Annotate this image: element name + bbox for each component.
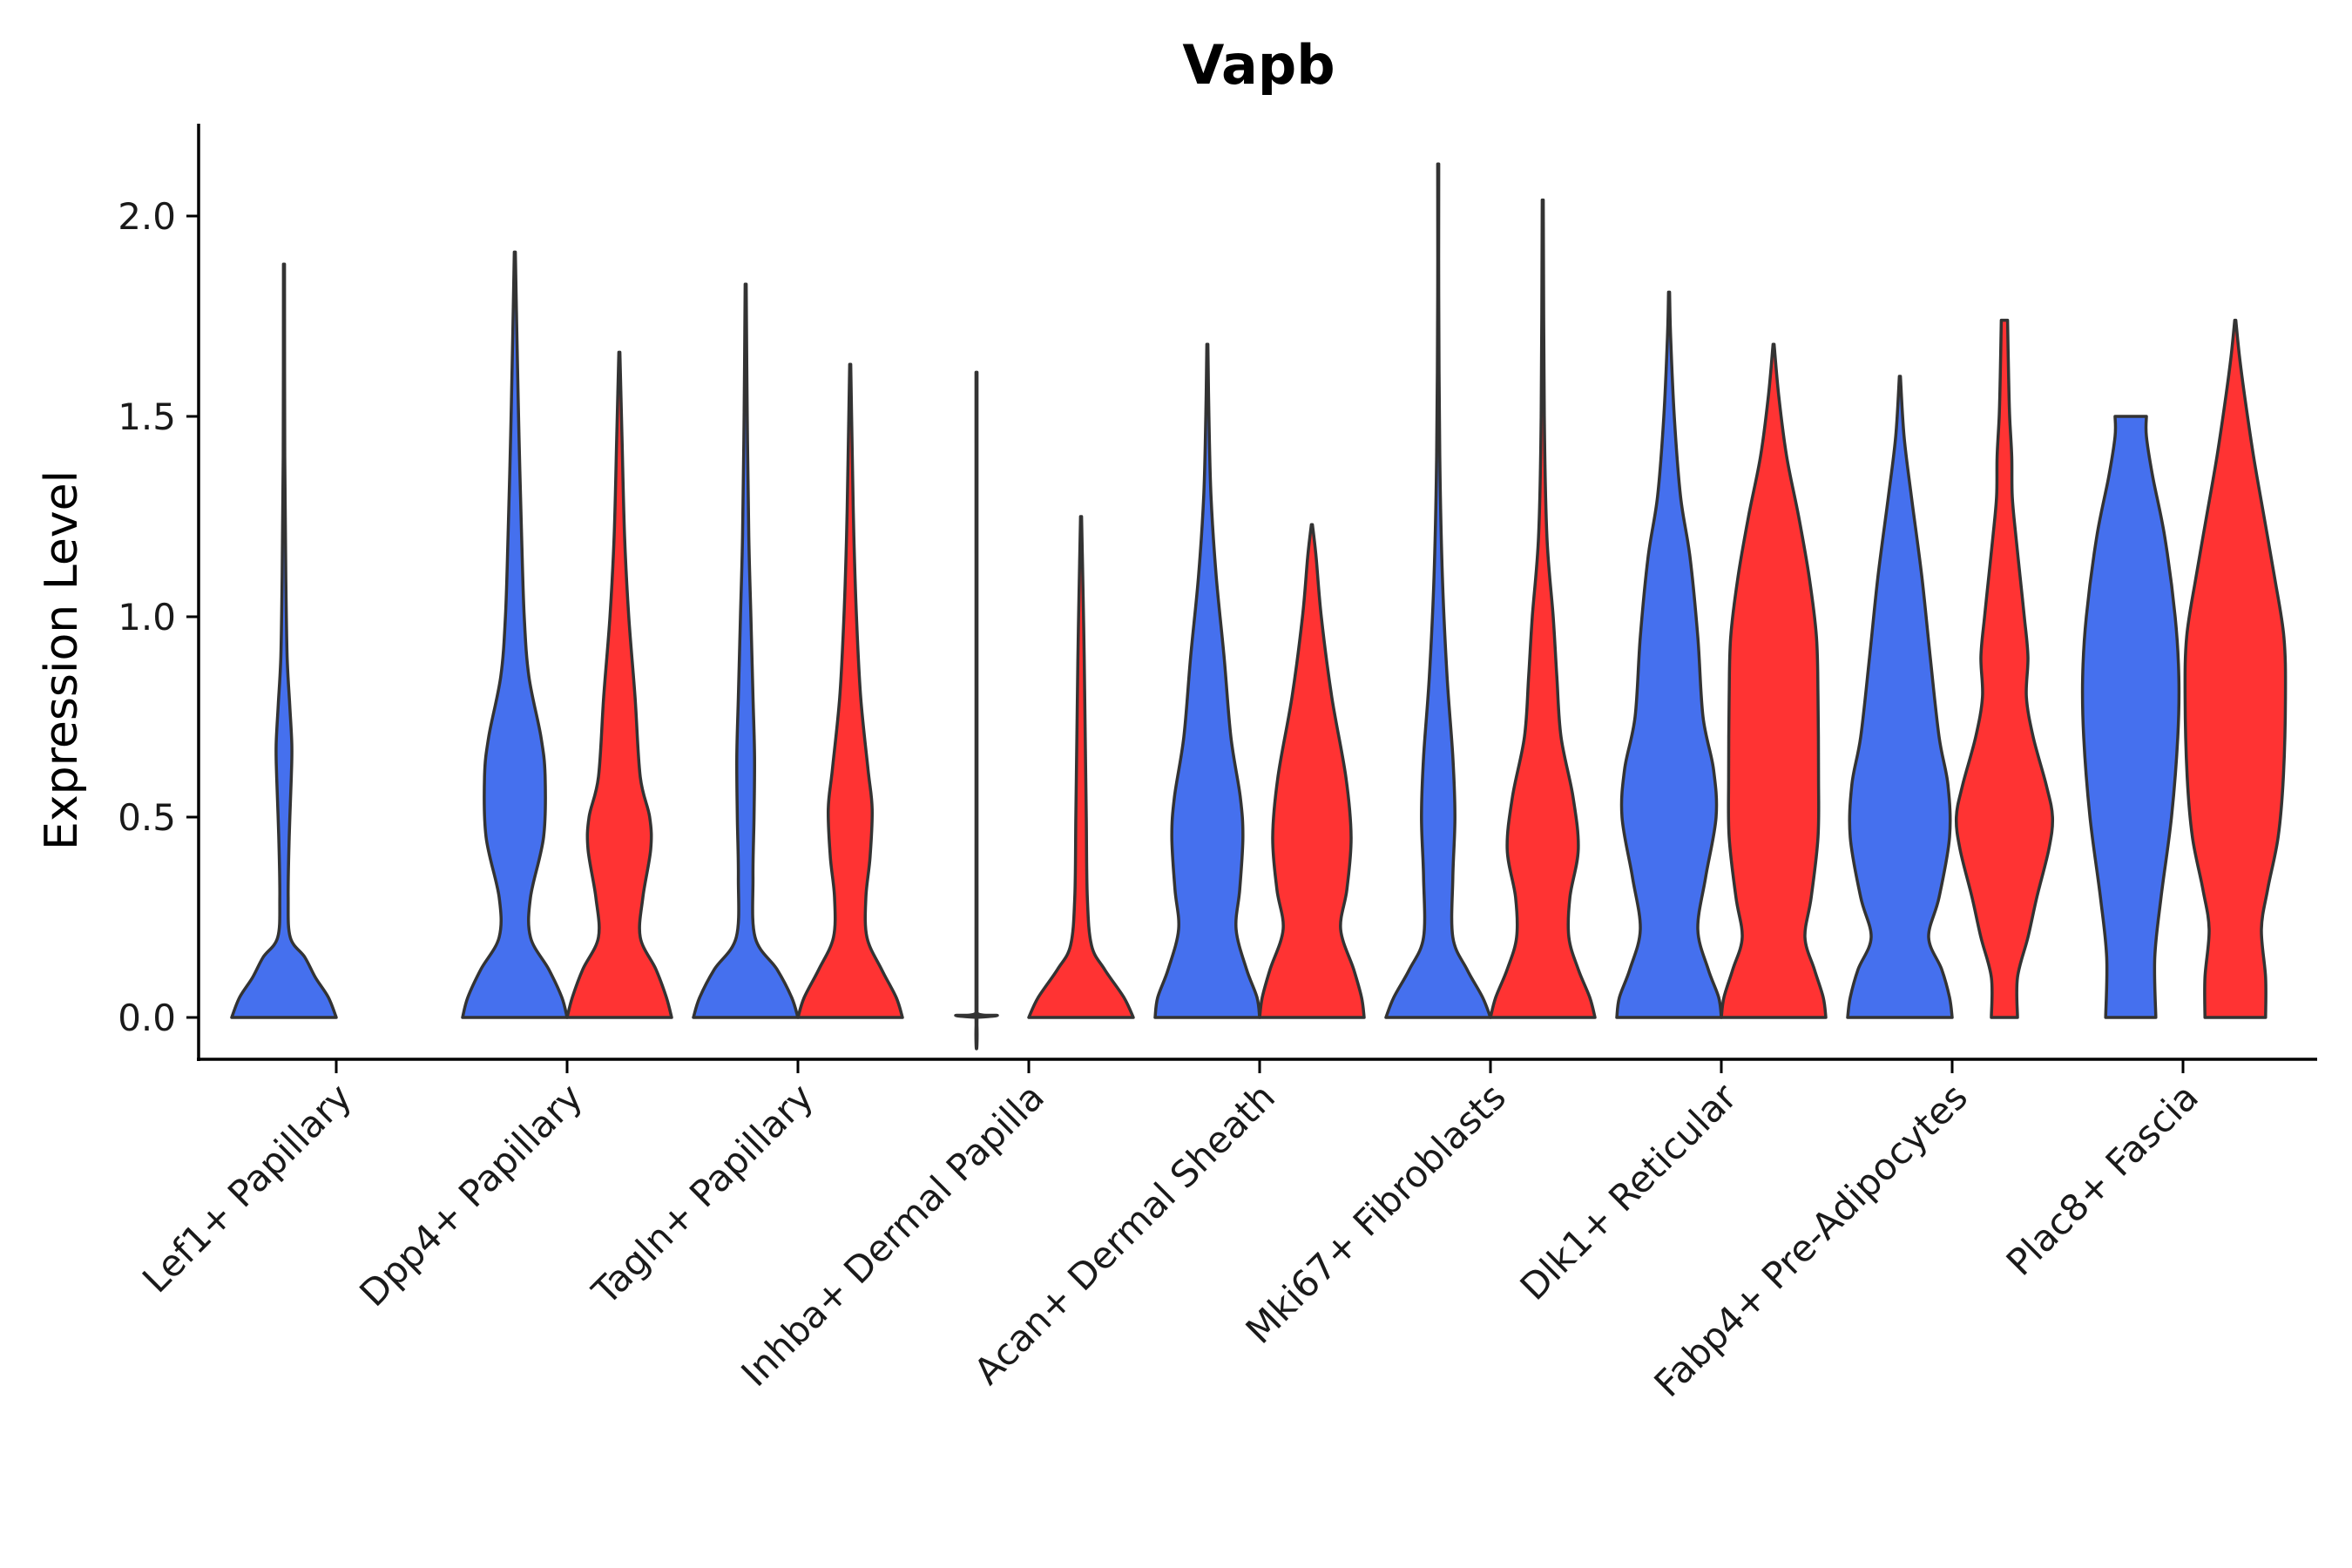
violin-red-3 — [1027, 515, 1135, 1019]
violin-blue-5 — [1384, 162, 1492, 1019]
violin-blue-6 — [1615, 290, 1723, 1019]
violin-blue-7 — [1846, 375, 1954, 1019]
x-tick-label: Mki67+ Fibroblasts — [1238, 1075, 1514, 1351]
violin-red-2 — [796, 362, 904, 1019]
chart-title: Vapb — [1182, 33, 1335, 97]
axes-layer — [197, 124, 2317, 1061]
y-tick-label: 2.0 — [118, 195, 176, 238]
y-tick-label: 0.0 — [118, 997, 176, 1039]
x-tick-label: Plac8+ Fascia — [1998, 1075, 2207, 1283]
x-tick-label: Dpp4+ Papillary — [351, 1075, 591, 1315]
y-ticks: 0.0 0.5 1.0 1.5 2.0 — [118, 195, 199, 1039]
y-tick-label: 0.5 — [118, 796, 176, 839]
x-tick-label: Lef1+ Papillary — [134, 1075, 360, 1301]
y-tick-label: 1.0 — [118, 596, 176, 639]
x-tick-label: Tagln+ Papillary — [584, 1075, 821, 1313]
violin-blue-4 — [1153, 342, 1261, 1019]
y-tick-label: 1.5 — [118, 395, 176, 438]
x-tick-label: Dlk1+ Reticular — [1512, 1075, 1746, 1308]
violin-blue-8 — [2080, 415, 2181, 1019]
y-axis-title: Expression Level — [36, 470, 88, 850]
violins-layer — [230, 162, 2288, 1051]
violin-red-1 — [565, 350, 673, 1019]
violin-blue-0 — [230, 262, 338, 1019]
violin-red-7 — [1954, 318, 2055, 1019]
violin-red-6 — [1720, 342, 1828, 1019]
violin-red-5 — [1489, 198, 1597, 1019]
violin-red-4 — [1258, 523, 1366, 1019]
violin-blue-3 — [954, 370, 999, 1051]
violin-blue-1 — [461, 250, 569, 1019]
violin-blue-2 — [692, 282, 800, 1019]
violin-red-8 — [2183, 318, 2288, 1019]
